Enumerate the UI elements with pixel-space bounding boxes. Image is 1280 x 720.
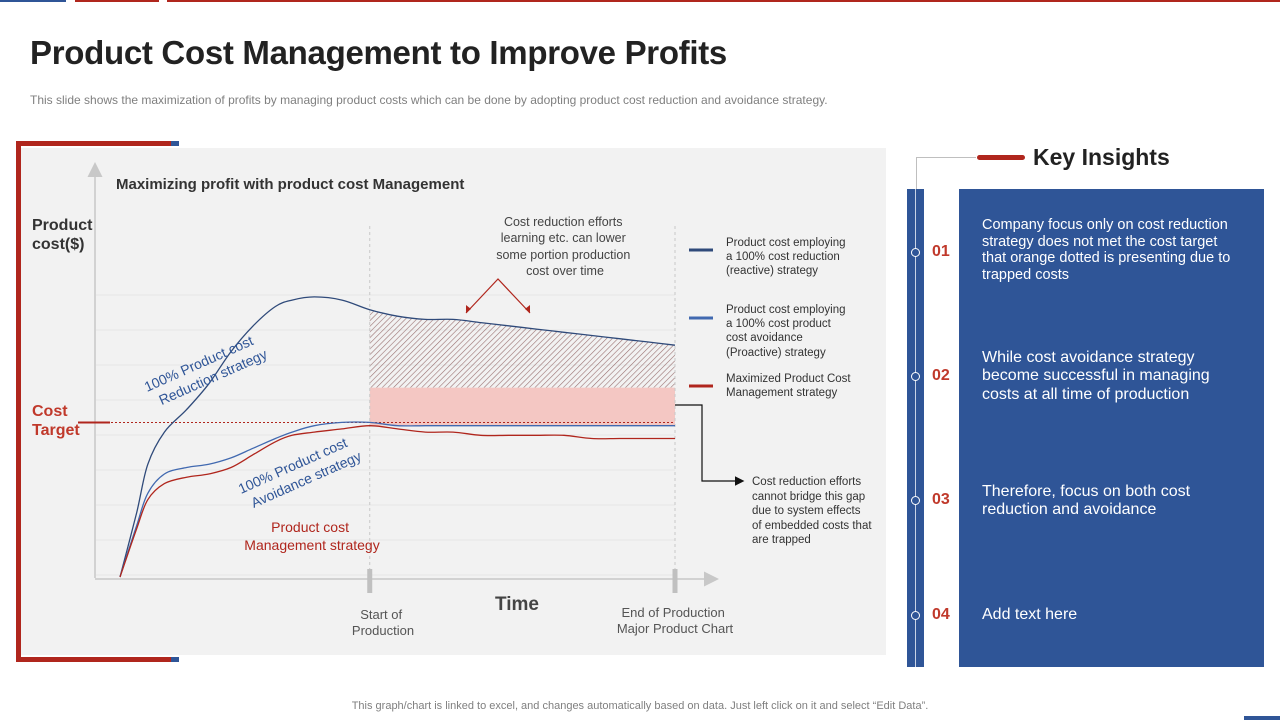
top-annotation: Cost reduction efforts learning etc. can… xyxy=(496,215,634,278)
frame-top-red xyxy=(16,141,171,146)
chart-title: Maximizing profit with product cost Mana… xyxy=(116,176,464,193)
start-production-label-line-1: Start of xyxy=(360,607,402,622)
legend-item-management: Maximized Product Cost Management strate… xyxy=(689,373,854,399)
insight-text-04: Add text here xyxy=(982,606,1078,623)
top-annotation-line-1: Cost reduction efforts xyxy=(504,215,623,229)
management-curve-label: Product cost Management strategy xyxy=(244,519,379,553)
top-annotation-line-4: cost over time xyxy=(526,264,604,278)
gap-annotation-line-5: are trapped xyxy=(752,534,811,546)
legend-reduction-line-2: a 100% cost reduction xyxy=(726,251,840,263)
legend-item-avoidance: Product cost employing a 100% cost produ… xyxy=(689,304,849,359)
frame-bottom-blue xyxy=(171,657,179,662)
timeline-dot-02 xyxy=(911,372,920,381)
legend-avoidance-line-1: Product cost employing xyxy=(726,304,846,316)
frame-top-blue xyxy=(171,141,179,146)
reduction-strategy-line xyxy=(119,296,676,578)
timeline-dot-04 xyxy=(911,611,920,620)
legend-reduction-line-3: (reactive) strategy xyxy=(726,265,818,277)
cost-target-label-line-1: Cost xyxy=(32,403,68,420)
cost-target-label-line-2: Target xyxy=(32,422,80,439)
frame-bottom-red xyxy=(16,657,171,662)
legend-label-reduction: Product cost employing a 100% cost reduc… xyxy=(726,237,849,277)
gap-annotation-line-3: due to system effects xyxy=(752,505,861,517)
top-annotation-line-3: some portion production xyxy=(496,248,630,262)
management-strategy-line xyxy=(119,425,675,578)
end-production-label-line-2: Major Product Chart xyxy=(617,621,734,636)
insight-number-03: 03 xyxy=(932,491,950,508)
top-accent-red-1 xyxy=(75,0,159,2)
end-production-label-line-1: End of Production xyxy=(622,605,725,620)
start-production-marker xyxy=(367,569,373,593)
legend-label-avoidance: Product cost employing a 100% cost produ… xyxy=(726,304,849,359)
timeline-dot-01 xyxy=(911,248,920,257)
y-axis-label-line-1: Product xyxy=(32,217,93,234)
avoidance-strategy-line xyxy=(119,421,675,578)
insight-text-02: While cost avoidance strategy become suc… xyxy=(982,349,1210,403)
legend-management-line-1: Maximized Product Cost xyxy=(726,373,851,385)
legend-item-reduction: Product cost employing a 100% cost reduc… xyxy=(689,237,849,277)
gap-annotation-line-2: cannot bridge this gap xyxy=(752,491,865,503)
legend-avoidance-line-4: (Proactive) strategy xyxy=(726,347,826,359)
insights-connector-vertical xyxy=(916,157,917,189)
insights-title-accent xyxy=(977,155,1025,160)
timeline-dot-03 xyxy=(911,496,920,505)
gap-annotation-connector xyxy=(675,404,745,486)
insight-number-02: 02 xyxy=(932,367,950,384)
top-annotation-arrowhead-right xyxy=(525,305,530,313)
reduction-curve-label: 100% Product cost Reduction strategy xyxy=(142,329,270,411)
insights-title: Key Insights xyxy=(1033,144,1170,170)
cost-gap-region xyxy=(369,387,675,426)
gap-annotation-line-1: Cost reduction efforts xyxy=(752,476,861,488)
cost-chart: Maximizing profit with product cost Mana… xyxy=(32,162,875,638)
frame-left-red xyxy=(16,141,21,662)
legend-avoidance-line-3: cost avoidance xyxy=(726,332,803,344)
avoidance-curve-label: 100% Product cost Avoidance strategy xyxy=(236,431,364,513)
legend-management-line-2: Management strategy xyxy=(726,387,837,399)
legend-label-management: Maximized Product Cost Management strate… xyxy=(726,373,854,399)
insight-number-04: 04 xyxy=(932,606,950,623)
cost-target-label: Cost Target xyxy=(32,403,80,439)
insights-connector-horizontal xyxy=(916,157,976,158)
slide-title: Product Cost Management to Improve Profi… xyxy=(30,34,727,71)
insights-timeline-line xyxy=(915,189,916,667)
trapped-cost-hatch-region xyxy=(369,309,675,388)
management-curve-label-line-1: Product cost xyxy=(271,519,349,535)
top-accent-blue xyxy=(0,0,66,2)
gap-annotation: Cost reduction efforts cannot bridge thi… xyxy=(752,476,875,546)
y-axis-label: Product cost($) xyxy=(32,217,97,253)
slide-subtitle: This slide shows the maximization of pro… xyxy=(30,93,828,107)
top-annotation-arrowhead-left xyxy=(466,305,471,313)
insight-number-01: 01 xyxy=(932,243,950,260)
legend-reduction-line-1: Product cost employing xyxy=(726,237,846,249)
corner-accent xyxy=(1244,716,1280,720)
insights-panel xyxy=(959,189,1264,667)
y-axis-label-line-2: cost($) xyxy=(32,236,84,253)
gap-annotation-line-4: of embedded costs that xyxy=(752,520,872,532)
footer-note: This graph/chart is linked to excel, and… xyxy=(351,700,929,712)
top-annotation-arrows xyxy=(465,278,531,314)
management-curve-label-line-2: Management strategy xyxy=(244,537,379,553)
start-production-label: Start of Production xyxy=(352,607,414,638)
x-axis-label: Time xyxy=(495,594,539,615)
end-production-label: End of Production Major Product Chart xyxy=(617,605,734,636)
end-production-marker xyxy=(672,569,678,593)
legend-avoidance-line-2: a 100% cost product xyxy=(726,318,832,330)
top-annotation-line-2: learning etc. can lower xyxy=(501,231,626,245)
top-accent-red-2 xyxy=(167,0,1280,2)
insight-text-03: Therefore, focus on both cost reduction … xyxy=(982,483,1191,519)
start-production-label-line-2: Production xyxy=(352,623,414,638)
insight-text-01: Company focus only on cost reduction str… xyxy=(982,217,1231,284)
